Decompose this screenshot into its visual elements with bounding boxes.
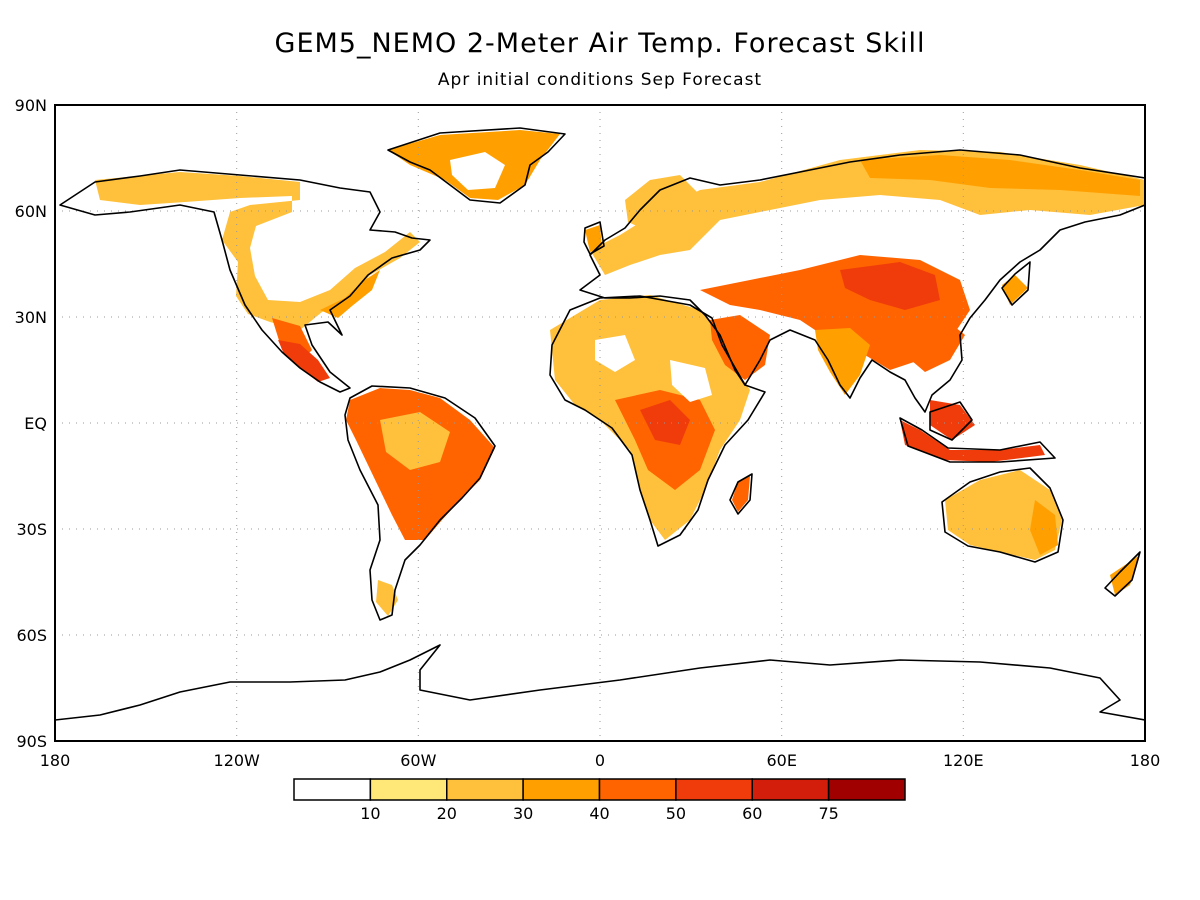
coast-japan bbox=[1001, 261, 1031, 306]
lon-tick-120e: 120E bbox=[943, 751, 984, 770]
lat-tick-90s: 90S bbox=[16, 732, 47, 751]
field-australia-east bbox=[1030, 500, 1058, 555]
field-arabia bbox=[710, 315, 770, 380]
coastlines bbox=[55, 127, 1145, 721]
field-new-zealand bbox=[1110, 555, 1140, 595]
lat-tick-30s: 30S bbox=[16, 520, 47, 539]
coast-uk bbox=[583, 221, 605, 255]
field-russia-white bbox=[780, 205, 1020, 250]
field-uk bbox=[585, 225, 602, 252]
colorbar-swatch bbox=[369, 778, 448, 801]
lat-tick-labels: 90N 60N 30N EQ 30S 60S 90S bbox=[15, 96, 47, 751]
field-siberia-north bbox=[860, 155, 1140, 196]
lon-tick-60e: 60E bbox=[766, 751, 796, 770]
colorbar-label: 30 bbox=[513, 804, 533, 823]
colorbar-label: 75 bbox=[818, 804, 838, 823]
map-frame bbox=[54, 104, 1146, 742]
field-mexico bbox=[278, 340, 330, 382]
field-australia bbox=[945, 470, 1062, 560]
field-madagascar bbox=[732, 476, 750, 512]
colorbar-label: 50 bbox=[666, 804, 686, 823]
coast-borneo bbox=[929, 401, 973, 441]
field-sahara-white-2 bbox=[670, 360, 712, 402]
map-subtitle: Apr initial conditions Sep Forecast bbox=[437, 70, 763, 90]
colorbar-swatch bbox=[598, 778, 677, 801]
coast-greenland bbox=[387, 127, 566, 204]
lon-tick-labels: 180 120W 60W 0 60E 120E 180 bbox=[40, 751, 1161, 770]
lon-tick-60w: 60W bbox=[400, 751, 436, 770]
field-sahara-white bbox=[595, 335, 635, 372]
colorbar-label: 60 bbox=[742, 804, 762, 823]
colorbar-swatch bbox=[446, 778, 524, 801]
lon-tick-120w: 120W bbox=[214, 751, 261, 770]
colorbar-swatch bbox=[293, 778, 372, 801]
coast-new-zealand bbox=[1104, 551, 1141, 597]
lat-tick-60s: 60S bbox=[16, 626, 47, 645]
field-south-america-mid bbox=[380, 412, 450, 470]
colorbar-label: 40 bbox=[589, 804, 609, 823]
colorbar-swatch bbox=[675, 778, 753, 801]
field-greenland-interior bbox=[450, 152, 505, 190]
gridlines bbox=[55, 105, 1145, 741]
colorbar-swatch bbox=[522, 778, 601, 801]
lat-tick-60n: 60N bbox=[15, 202, 47, 221]
colorbar: 10 20 30 40 50 60 75 bbox=[293, 778, 906, 823]
coast-south-america bbox=[344, 385, 496, 621]
field-india bbox=[815, 328, 870, 395]
lon-tick-0: 0 bbox=[595, 751, 605, 770]
coast-eurasia bbox=[579, 149, 1145, 413]
coast-antarctica bbox=[55, 644, 1145, 721]
lat-tick-90n: 90N bbox=[15, 96, 47, 115]
colorbar-label: 20 bbox=[437, 804, 457, 823]
coast-indonesia bbox=[899, 417, 1056, 463]
coast-north-america bbox=[59, 169, 431, 393]
field-tibet bbox=[840, 262, 940, 310]
lon-tick-180e: 180 bbox=[1130, 751, 1161, 770]
coast-australia bbox=[941, 467, 1064, 563]
lat-tick-eq: EQ bbox=[24, 414, 47, 433]
field-north-america bbox=[95, 172, 420, 330]
colorbar-label: 10 bbox=[360, 804, 380, 823]
coast-madagascar bbox=[729, 473, 753, 515]
colorbar-swatch bbox=[751, 778, 830, 801]
field-seasia bbox=[930, 400, 975, 440]
colorbar-swatch bbox=[827, 778, 906, 801]
field-scandinavia bbox=[625, 175, 700, 232]
field-china bbox=[900, 315, 965, 372]
lat-tick-30n: 30N bbox=[15, 308, 47, 327]
skill-field-layer bbox=[95, 130, 1145, 616]
lon-tick-180w: 180 bbox=[40, 751, 71, 770]
field-indonesia bbox=[900, 420, 1045, 462]
map-title: GEM5_NEMO 2-Meter Air Temp. Forecast Ski… bbox=[274, 28, 926, 59]
